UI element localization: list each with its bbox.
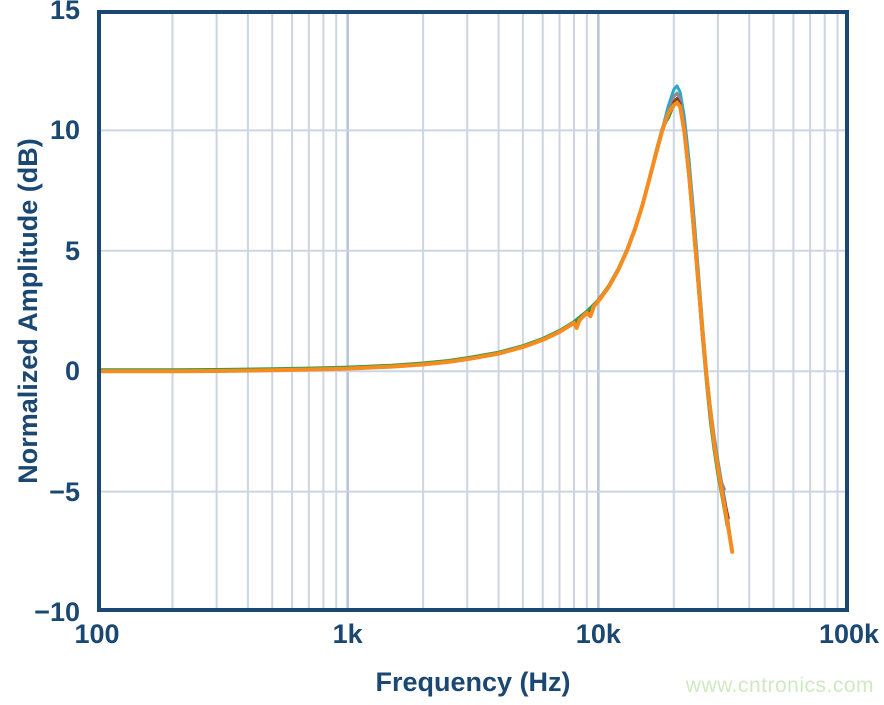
x-tick-label-100: 100 xyxy=(74,619,120,649)
series-trace-gray xyxy=(97,91,726,491)
series-trace-maroon xyxy=(97,97,730,520)
series-trace-teal xyxy=(97,84,732,539)
y-tick-label-−5: −5 xyxy=(49,476,80,507)
plot-area xyxy=(97,10,849,612)
y-tick-label-10: 10 xyxy=(49,115,80,146)
y-tick-label-−10: −10 xyxy=(34,597,80,627)
y-tick-label-15: 15 xyxy=(49,0,80,25)
series-trace-green xyxy=(97,100,729,527)
x-axis-title: Frequency (Hz) xyxy=(375,667,571,697)
x-tick-label-10k: 10k xyxy=(575,619,621,649)
y-tick-label-5: 5 xyxy=(64,235,80,266)
x-tick-label-1k: 1k xyxy=(332,619,363,649)
y-tick-label-0: 0 xyxy=(64,356,80,387)
plot-border xyxy=(97,10,849,612)
series-trace-orange xyxy=(97,100,735,554)
watermark-text: www.cntronics.com xyxy=(685,674,874,697)
x-tick-label-100k: 100k xyxy=(818,619,880,649)
y-axis-title: Normalized Amplitude (dB) xyxy=(13,138,43,484)
